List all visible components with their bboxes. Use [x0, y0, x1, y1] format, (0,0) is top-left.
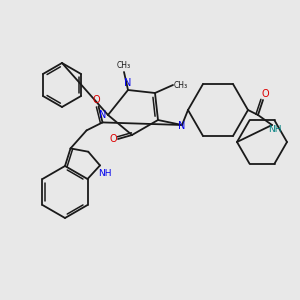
Text: NH: NH	[98, 169, 112, 178]
Text: N: N	[178, 121, 186, 131]
Text: O: O	[109, 134, 117, 144]
Text: CH₃: CH₃	[174, 80, 188, 89]
Text: CH₃: CH₃	[117, 61, 131, 70]
Text: N: N	[99, 110, 107, 120]
Text: NH: NH	[268, 124, 282, 134]
Text: N: N	[124, 78, 132, 88]
Text: O: O	[261, 89, 269, 99]
Text: O: O	[93, 95, 100, 105]
